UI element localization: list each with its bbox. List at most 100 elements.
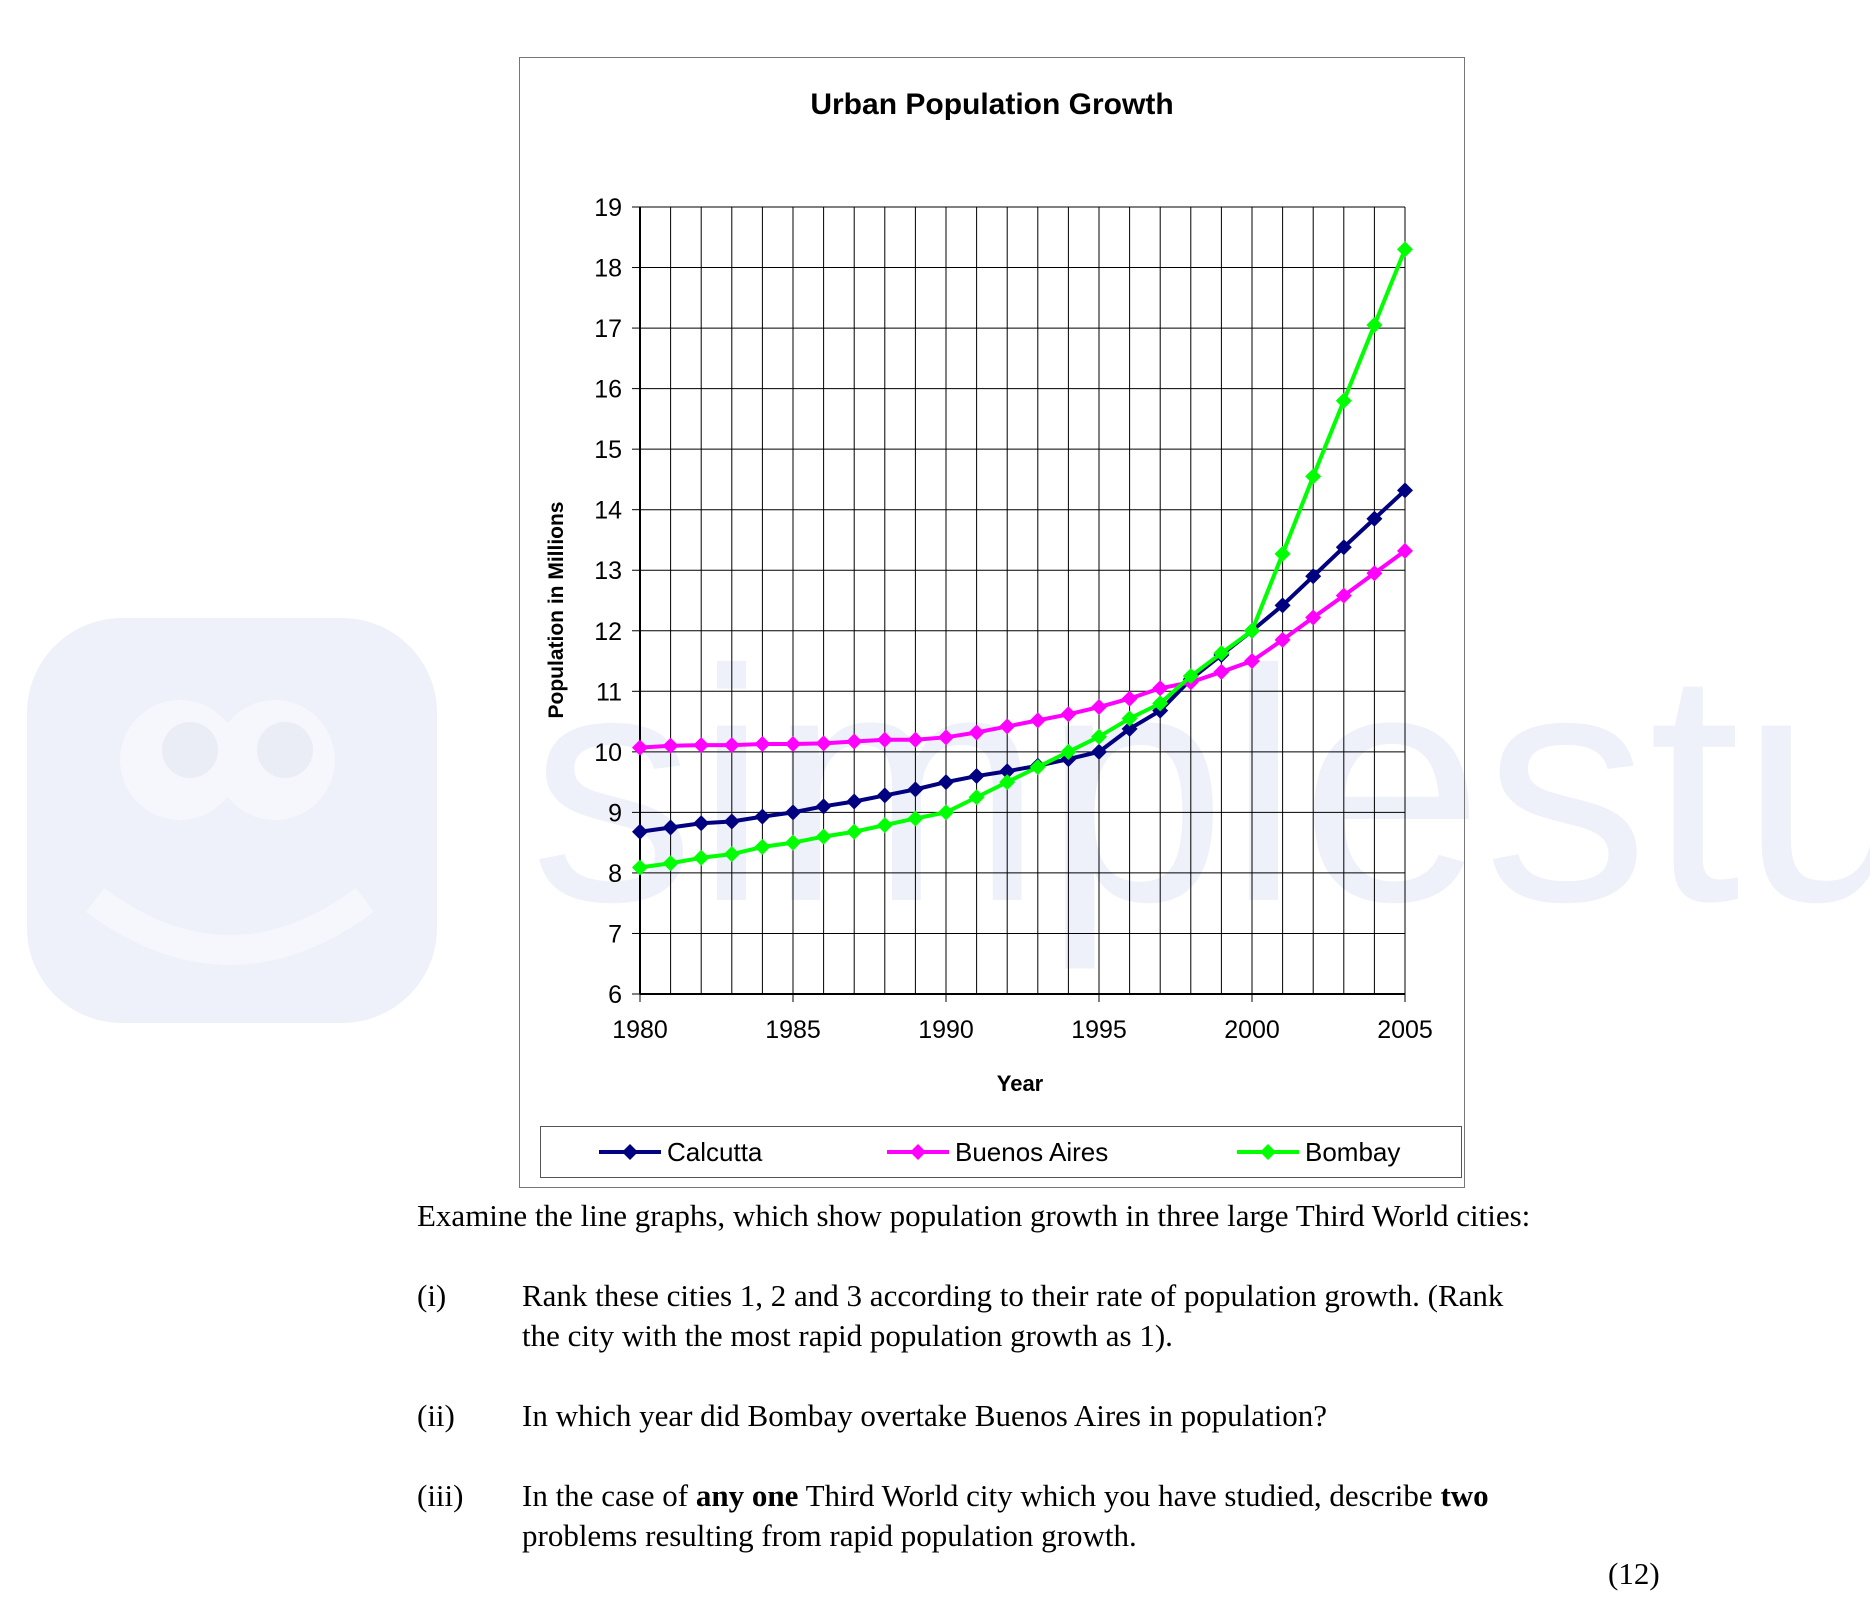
data-point-calcutta	[662, 819, 679, 836]
data-point-calcutta	[754, 808, 771, 825]
data-point-bombay	[846, 823, 863, 840]
data-point-bombay	[632, 859, 648, 876]
data-point-bombay	[1213, 645, 1230, 662]
data-point-buenos-aires	[754, 735, 771, 752]
data-point-buenos-aires	[999, 718, 1016, 735]
data-point-buenos-aires	[693, 737, 710, 754]
y-tick-label: 14	[594, 497, 622, 525]
data-point-calcutta	[785, 804, 801, 821]
data-point-buenos-aires	[1213, 663, 1230, 680]
data-point-bombay	[693, 849, 710, 866]
marks-label: (12)	[1608, 1556, 1660, 1591]
data-point-calcutta	[1366, 510, 1383, 527]
data-point-buenos-aires	[815, 735, 832, 752]
data-point-bombay	[815, 828, 832, 845]
data-point-buenos-aires	[785, 735, 801, 752]
data-point-buenos-aires	[938, 729, 954, 746]
data-point-calcutta	[907, 781, 924, 798]
data-point-buenos-aires	[1152, 680, 1169, 697]
y-tick-label: 10	[594, 739, 622, 767]
data-point-calcutta	[1091, 743, 1107, 760]
data-point-bombay	[1182, 668, 1199, 685]
y-tick-label: 15	[594, 436, 622, 464]
y-tick-label: 16	[594, 376, 622, 404]
data-point-calcutta	[723, 813, 740, 830]
data-point-buenos-aires	[846, 733, 863, 750]
y-tick-label: 18	[594, 255, 622, 283]
question-1-line-2: the city with the most rapid population …	[522, 1318, 1173, 1353]
data-point-bombay	[999, 774, 1016, 791]
question-intro: Examine the line graphs, which show popu…	[417, 1198, 1531, 1233]
y-tick-label: 6	[608, 981, 622, 1009]
series-line-bombay	[639, 248, 1407, 870]
data-point-bombay	[876, 817, 893, 834]
question-3-line-2: problems resulting from rapid population…	[522, 1518, 1137, 1553]
x-axis-label: Year	[996, 1071, 1044, 1096]
legend-item-bombay: Bombay	[1235, 1127, 1400, 1177]
y-tick-label: 13	[594, 557, 622, 585]
question-3-emphasis-b: two	[1440, 1478, 1489, 1513]
data-point-buenos-aires	[1029, 712, 1046, 729]
data-point-bombay	[1060, 743, 1077, 760]
series-bombay	[632, 241, 1413, 876]
x-tick-label: 2000	[1224, 1016, 1280, 1044]
data-point-bombay	[723, 846, 740, 863]
y-tick-label: 11	[596, 678, 622, 706]
data-point-buenos-aires	[1366, 565, 1383, 582]
legend-item-calcutta: Calcutta	[597, 1127, 762, 1177]
data-point-calcutta	[846, 793, 863, 810]
chart-frame	[519, 57, 1465, 1188]
data-point-calcutta	[1274, 597, 1291, 614]
series-calcutta	[632, 482, 1413, 840]
data-point-buenos-aires	[1274, 631, 1291, 648]
data-point-calcutta	[1121, 720, 1138, 737]
data-point-buenos-aires	[968, 724, 985, 741]
series-line-buenos-aires	[639, 549, 1407, 750]
question-2: In which year did Bombay overtake Buenos…	[522, 1398, 1327, 1433]
y-tick-label: 19	[594, 194, 622, 222]
data-point-buenos-aires	[1121, 690, 1138, 707]
data-point-bombay	[1152, 695, 1169, 712]
data-point-buenos-aires	[1091, 699, 1107, 716]
data-point-bombay	[785, 834, 801, 851]
data-point-calcutta	[1305, 568, 1322, 585]
data-point-calcutta	[876, 787, 893, 804]
x-tick-label: 1990	[918, 1016, 974, 1044]
legend-item-buenos-aires: Buenos Aires	[885, 1127, 1108, 1177]
data-point-bombay	[1029, 758, 1046, 775]
question-2-number: (ii)	[417, 1398, 455, 1433]
x-tick-label: 1985	[765, 1016, 821, 1044]
series	[632, 241, 1413, 876]
data-point-buenos-aires	[907, 731, 924, 748]
question-3-emphasis-a: any one	[695, 1478, 799, 1513]
data-point-buenos-aires	[1060, 706, 1077, 723]
data-point-bombay	[968, 789, 985, 806]
data-point-buenos-aires	[632, 739, 648, 756]
data-point-bombay	[1335, 392, 1352, 409]
data-point-calcutta	[968, 768, 985, 785]
data-point-bombay	[1091, 728, 1107, 745]
question-1-number: (i)	[417, 1278, 447, 1313]
y-tick-label: 17	[594, 315, 622, 343]
data-point-bombay	[907, 810, 924, 827]
data-point-bombay	[938, 804, 954, 821]
x-tick-label: 1995	[1071, 1016, 1127, 1044]
legend-label-calcutta: Calcutta	[667, 1136, 763, 1167]
data-point-buenos-aires	[1305, 609, 1322, 626]
question-1-line-1: Rank these cities 1, 2 and 3 according t…	[522, 1278, 1504, 1313]
legend-swatch-bombay	[1237, 1144, 1299, 1160]
data-point-buenos-aires	[1397, 542, 1413, 559]
data-point-buenos-aires	[876, 731, 893, 748]
data-point-bombay	[1274, 545, 1291, 562]
data-point-calcutta	[815, 798, 832, 815]
data-point-calcutta	[938, 774, 954, 791]
y-tick-label: 7	[608, 920, 622, 948]
y-axis-label-text: Population in Millions	[545, 501, 568, 719]
y-tick-label: 12	[594, 618, 622, 646]
question-3: In the case of any one Third World city …	[522, 1476, 1489, 1556]
data-point-buenos-aires	[1335, 587, 1352, 604]
question-3-text-c: Third World city which you have studied,…	[798, 1478, 1441, 1513]
question-3-number: (iii)	[417, 1478, 464, 1513]
legend-swatch-buenos-aires	[887, 1144, 949, 1160]
